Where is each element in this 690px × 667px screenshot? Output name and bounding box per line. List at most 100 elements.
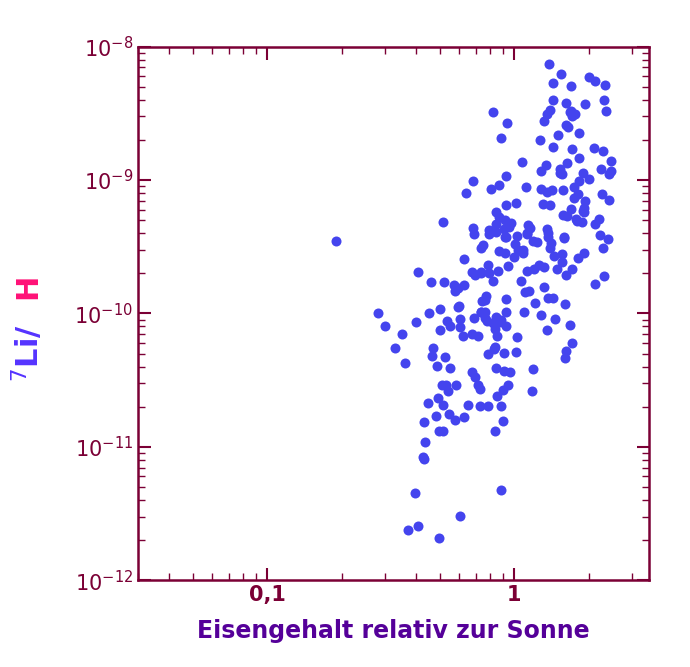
Point [523, 286, 534, 297]
Point [551, 264, 562, 275]
Point [516, 156, 527, 167]
Point [474, 400, 485, 411]
Point [491, 312, 502, 323]
Point [560, 119, 571, 130]
Point [595, 229, 606, 240]
Point [434, 532, 445, 543]
Point [493, 179, 504, 190]
Point [566, 263, 578, 274]
Point [449, 285, 460, 296]
Point [554, 163, 565, 174]
Point [420, 436, 431, 447]
Point [495, 401, 506, 412]
Point [497, 384, 509, 395]
Point [542, 228, 553, 239]
Point [571, 214, 582, 225]
Point [452, 283, 463, 293]
Point [419, 454, 430, 464]
Point [483, 400, 494, 411]
Point [489, 342, 500, 352]
Point [475, 307, 486, 317]
Point [603, 168, 614, 179]
Point [529, 297, 540, 308]
Point [589, 142, 600, 153]
Point [558, 209, 569, 220]
Point [556, 249, 567, 259]
Point [539, 281, 550, 292]
Point [580, 99, 591, 109]
Point [547, 292, 558, 303]
Point [495, 133, 506, 143]
Point [525, 223, 536, 233]
Point [493, 245, 504, 256]
Point [583, 71, 594, 82]
Point [473, 331, 484, 342]
Point [559, 233, 570, 244]
Point [438, 277, 449, 287]
Point [526, 386, 538, 397]
Point [561, 211, 572, 222]
Point [520, 287, 531, 297]
Point [561, 98, 572, 109]
Point [535, 134, 546, 145]
Point [426, 350, 437, 361]
Point [468, 175, 479, 186]
Point [555, 167, 566, 178]
Point [512, 332, 523, 343]
Point [535, 309, 546, 320]
Point [532, 237, 543, 247]
Point [512, 244, 523, 255]
Point [437, 380, 448, 391]
Point [553, 130, 564, 141]
Point [494, 317, 505, 327]
Point [489, 344, 500, 355]
Point [542, 325, 553, 336]
Point [511, 347, 522, 358]
Point [543, 231, 554, 242]
Point [411, 316, 422, 327]
Point [472, 380, 483, 391]
Point [417, 451, 428, 462]
Point [487, 276, 498, 287]
Point [555, 68, 566, 79]
Point [434, 325, 445, 336]
Point [402, 525, 413, 536]
Point [542, 109, 553, 119]
Point [603, 233, 614, 244]
Point [454, 511, 465, 522]
Point [547, 77, 558, 88]
Point [433, 392, 444, 403]
Point [409, 488, 420, 498]
Point [522, 229, 533, 239]
Point [578, 207, 589, 217]
Point [510, 239, 521, 249]
Point [527, 364, 538, 374]
Point [482, 315, 493, 326]
Point [487, 317, 498, 328]
Point [565, 320, 576, 331]
Point [475, 307, 486, 317]
Point [459, 412, 470, 422]
Point [501, 171, 512, 181]
Point [593, 213, 604, 224]
Point [474, 383, 485, 394]
Point [558, 185, 569, 195]
Point [566, 144, 578, 155]
Point [598, 146, 609, 157]
Point [522, 266, 533, 277]
Point [467, 223, 478, 233]
Point [547, 95, 558, 105]
Point [478, 239, 489, 250]
Point [509, 252, 520, 263]
Point [435, 303, 446, 314]
Point [469, 270, 480, 281]
Point [578, 167, 589, 178]
Point [443, 408, 454, 419]
Point [529, 263, 540, 274]
Point [418, 417, 429, 428]
Point [571, 215, 582, 226]
Point [541, 223, 552, 234]
Point [444, 321, 455, 331]
Point [535, 183, 546, 194]
Point [547, 185, 558, 195]
